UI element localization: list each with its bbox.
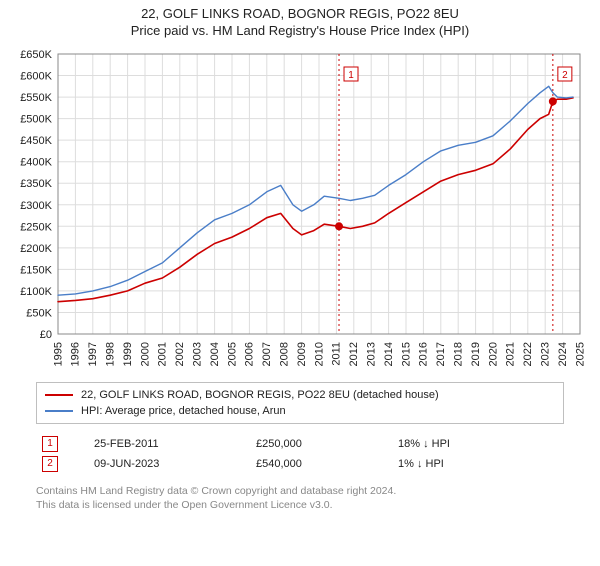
y-tick-label: £650K	[20, 49, 52, 61]
footer-line-2: This data is licensed under the Open Gov…	[36, 498, 564, 512]
x-tick-label: 2014	[383, 342, 395, 366]
chart-container: £0 £50K £100K £150K £200K £250K £300K £350K £400…	[10, 44, 590, 374]
x-tick-label: 1997	[87, 342, 99, 366]
marker-table: 1 25-FEB-2011£250,00018% ↓ HPI 2 09-JUN-202…	[36, 434, 564, 474]
marker-number-label: 2	[562, 70, 568, 81]
marker-hpi: 1% ↓ HPI	[392, 454, 564, 474]
legend-label: 22, GOLF LINKS ROAD, BOGNOR REGIS, PO22 …	[81, 389, 439, 401]
marker-number-label: 1	[348, 70, 354, 81]
x-tick-label: 2019	[470, 342, 482, 366]
x-tick-label: 1996	[70, 342, 82, 366]
x-tick-label: 1998	[104, 342, 116, 366]
x-tick-label: 1999	[122, 342, 134, 366]
x-tick-label: 2000	[139, 342, 151, 366]
x-tick-label: 2024	[557, 342, 569, 366]
x-tick-label: 2005	[226, 342, 238, 366]
x-tick-label: 2020	[487, 342, 499, 366]
x-tick-label: 2017	[435, 342, 447, 366]
legend-item: HPI: Average price, detached house, Arun	[45, 403, 555, 419]
x-tick-label: 2023	[540, 342, 552, 366]
y-tick-label: £350K	[20, 178, 52, 190]
x-tick-label: 2004	[209, 342, 221, 366]
y-tick-label: £50K	[26, 307, 52, 319]
page-title: 22, GOLF LINKS ROAD, BOGNOR REGIS, PO22 …	[0, 6, 600, 21]
x-tick-label: 2003	[191, 342, 203, 366]
marker-price: £540,000	[250, 454, 392, 474]
y-tick-label: £500K	[20, 114, 52, 126]
x-tick-label: 2010	[313, 342, 325, 366]
page-subtitle: Price paid vs. HM Land Registry's House …	[0, 23, 600, 38]
x-tick-label: 2011	[331, 342, 343, 366]
marker-date: 25-FEB-2011	[88, 434, 250, 454]
marker-price: £250,000	[250, 434, 392, 454]
x-tick-label: 2006	[244, 342, 256, 366]
x-tick-label: 2013	[366, 342, 378, 366]
price-chart: £0 £50K £100K £150K £200K £250K £300K £350K £400…	[10, 44, 590, 374]
y-tick-label: £400K	[20, 157, 52, 169]
y-tick-label: £450K	[20, 135, 52, 147]
y-tick-label: £550K	[20, 92, 52, 104]
marker-row: 1 25-FEB-2011£250,00018% ↓ HPI	[36, 434, 564, 454]
marker-number: 1	[42, 436, 58, 452]
marker-hpi: 18% ↓ HPI	[392, 434, 564, 454]
x-tick-label: 2001	[157, 342, 169, 366]
price-point-marker	[549, 97, 557, 105]
footer-attribution: Contains HM Land Registry data © Crown c…	[36, 484, 564, 512]
x-tick-label: 2018	[453, 342, 465, 366]
legend-swatch	[45, 394, 73, 396]
y-tick-label: £200K	[20, 243, 52, 255]
marker-date: 09-JUN-2023	[88, 454, 250, 474]
y-tick-label: £150K	[20, 264, 52, 276]
price-point-marker	[335, 222, 343, 230]
y-tick-label: £250K	[20, 221, 52, 233]
x-tick-label: 1995	[52, 342, 64, 366]
x-tick-label: 2021	[505, 342, 517, 366]
marker-row: 2 09-JUN-2023£540,0001% ↓ HPI	[36, 454, 564, 474]
x-tick-label: 2015	[400, 342, 412, 366]
x-tick-label: 2022	[522, 342, 534, 366]
legend: 22, GOLF LINKS ROAD, BOGNOR REGIS, PO22 …	[36, 382, 564, 424]
x-tick-label: 2025	[574, 342, 586, 366]
footer-line-1: Contains HM Land Registry data © Crown c…	[36, 484, 564, 498]
x-tick-label: 2016	[418, 342, 430, 366]
y-tick-label: £600K	[20, 71, 52, 83]
x-tick-label: 2007	[261, 342, 273, 366]
legend-swatch	[45, 410, 73, 412]
x-tick-label: 2009	[296, 342, 308, 366]
x-tick-label: 2012	[348, 342, 360, 366]
y-tick-label: £300K	[20, 200, 52, 212]
marker-number: 2	[42, 456, 58, 472]
x-tick-label: 2002	[174, 342, 186, 366]
legend-item: 22, GOLF LINKS ROAD, BOGNOR REGIS, PO22 …	[45, 387, 555, 403]
y-tick-label: £0	[40, 329, 52, 341]
x-tick-label: 2008	[279, 342, 291, 366]
legend-label: HPI: Average price, detached house, Arun	[81, 405, 286, 417]
y-tick-label: £100K	[20, 286, 52, 298]
